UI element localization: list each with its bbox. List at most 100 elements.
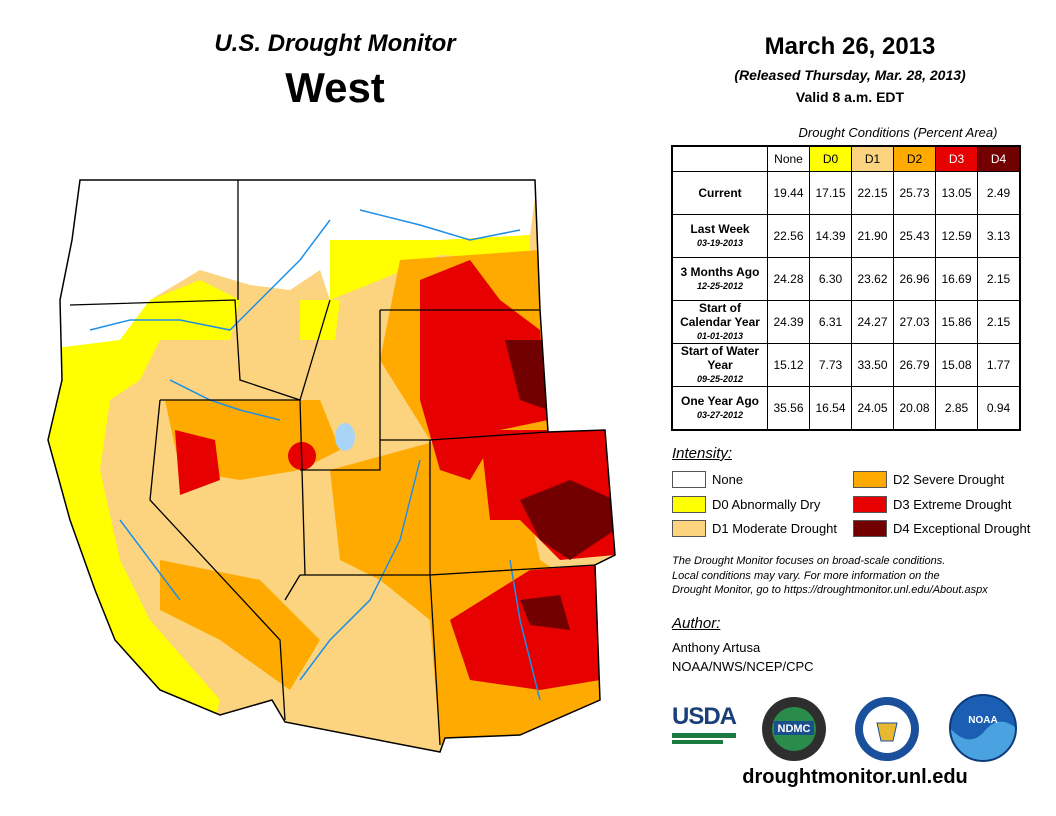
commerce-logo (855, 697, 919, 761)
table-cell: 27.03 (893, 300, 936, 344)
svg-text:NOAA: NOAA (968, 715, 997, 726)
row-label-text: Start of Calendar Year (680, 301, 760, 329)
col-d1: D1 (851, 145, 894, 172)
website-url[interactable]: droughtmonitor.unl.edu (742, 766, 968, 788)
legend-title: Intensity: (672, 445, 733, 462)
d4-area-plains (520, 480, 615, 560)
row-label: Start of Calendar Year 01-01-2013 (671, 300, 768, 344)
table-cell: 3.13 (977, 214, 1021, 258)
table-row: Current 19.44 17.15 22.15 25.73 13.05 2.49 (671, 171, 1021, 215)
d0-area-idaho (300, 300, 340, 340)
svg-text:NDMC: NDMC (778, 723, 811, 735)
d3-area-newmexico (450, 565, 600, 690)
row-date: 12-25-2012 (696, 281, 744, 291)
col-d2: D2 (893, 145, 936, 172)
table-cell: 2.85 (935, 386, 978, 431)
d2-area-socal (160, 560, 320, 690)
region-title: West (285, 64, 385, 111)
table-row: 3 Months Ago 12-25-2012 24.28 6.30 23.62 26.9… (671, 257, 1021, 301)
row-date: 01-01-2013 (696, 331, 744, 341)
table-cell: 21.90 (851, 214, 894, 258)
row-label: Start of Water Year 09-25-2012 (671, 343, 768, 387)
author-org: NOAA/NWS/NCEP/CPC (672, 659, 814, 674)
row-date: 09-25-2012 (696, 374, 744, 384)
table-cell: 13.05 (935, 171, 978, 215)
table-cell: 2.49 (977, 171, 1021, 215)
row-label: 3 Months Ago 12-25-2012 (671, 257, 768, 301)
table-cell: 23.62 (851, 257, 894, 301)
swatch (853, 520, 887, 537)
legend-d0: D0 Abnormally Dry (672, 496, 820, 513)
none-area (48, 180, 540, 350)
table-cell: 2.15 (977, 257, 1021, 301)
table-row: Last Week 03-19-2013 22.56 14.39 21.90 25.43 1… (671, 214, 1021, 258)
table-cell: 33.50 (851, 343, 894, 387)
table-cell: 24.05 (851, 386, 894, 431)
state-borders (69, 180, 596, 746)
table-cell: 26.79 (893, 343, 936, 387)
d3-area-wyoming (420, 260, 548, 480)
table-cell: 22.15 (851, 171, 894, 215)
table-cell: 16.54 (809, 386, 852, 431)
map-title: U.S. Drought Monitor (214, 30, 456, 57)
table-cell: 15.08 (935, 343, 978, 387)
legend-d2: D2 Severe Drought (853, 471, 1004, 488)
row-label-text: Last Week (690, 222, 750, 236)
table-cell: 15.86 (935, 300, 978, 344)
usda-logo: USDA (672, 703, 737, 748)
table-cell: 17.15 (809, 171, 852, 215)
row-label-text: Start of Water Year (680, 344, 760, 372)
row-label: Last Week 03-19-2013 (671, 214, 768, 258)
table-cell: 24.27 (851, 300, 894, 344)
table-row: Start of Calendar Year 01-01-2013 24.39 6.3… (671, 300, 1021, 344)
table-cell: 6.30 (809, 257, 852, 301)
row-label: One Year Ago 03-27-2012 (671, 386, 768, 431)
ndmc-logo: NDMC (762, 697, 826, 761)
col-none: None (767, 145, 810, 172)
table-cell: 12.59 (935, 214, 978, 258)
d3-area-nevada (175, 430, 220, 495)
row-date: 03-27-2012 (696, 410, 744, 420)
map-date: March 26, 2013 (764, 33, 936, 60)
release-date: (Released Thursday, Mar. 28, 2013) (734, 67, 966, 83)
table-cell: 14.39 (809, 214, 852, 258)
table-cell: 25.73 (893, 171, 936, 215)
table-cell: 1.77 (977, 343, 1021, 387)
rivers (89, 209, 541, 701)
valid-time: Valid 8 a.m. EDT (795, 89, 905, 105)
d4-area-newmexico (520, 595, 570, 630)
table-cell: 24.28 (767, 257, 810, 301)
table-cell: 7.73 (809, 343, 852, 387)
drought-map (47, 179, 616, 753)
row-label-text: Current (698, 186, 742, 200)
col-d3: D3 (935, 145, 978, 172)
legend-none: None (672, 471, 743, 488)
table-cell: 0.94 (977, 386, 1021, 431)
row-label-text: 3 Months Ago (680, 265, 760, 279)
author-name: Anthony Artusa (672, 640, 761, 655)
legend-d3: D3 Extreme Drought (853, 496, 1012, 513)
table-header-row: None D0 D1 D2 D3 D4 (672, 145, 1021, 172)
swatch (672, 471, 706, 488)
table-cell: 22.56 (767, 214, 810, 258)
swatch (672, 520, 706, 537)
swatch (853, 496, 887, 513)
table-caption: Drought Conditions (Percent Area) (798, 125, 998, 140)
row-label: Current (671, 171, 768, 215)
region-outline (47, 179, 616, 753)
legend-d4: D4 Exceptional Drought (853, 520, 1030, 537)
table-cell: 6.31 (809, 300, 852, 344)
noaa-logo: NOAA (949, 694, 1017, 762)
table-row: Start of Water Year 09-25-2012 15.12 7.73 33… (671, 343, 1021, 387)
table-cell: 25.43 (893, 214, 936, 258)
table-row: One Year Ago 03-27-2012 35.56 16.54 24.05 20.… (671, 386, 1021, 431)
table-cell: 16.69 (935, 257, 978, 301)
legend-d1: D1 Moderate Drought (672, 520, 837, 537)
table-cell: 20.08 (893, 386, 936, 431)
table-cell: 24.39 (767, 300, 810, 344)
row-date: 03-19-2013 (696, 238, 744, 248)
table-cell: 26.96 (893, 257, 936, 301)
author-label: Author: (672, 615, 721, 632)
table-cell: 15.12 (767, 343, 810, 387)
drought-conditions-table: None D0 D1 D2 D3 D4 Current 19.44 17.15 22.… (671, 145, 1021, 431)
